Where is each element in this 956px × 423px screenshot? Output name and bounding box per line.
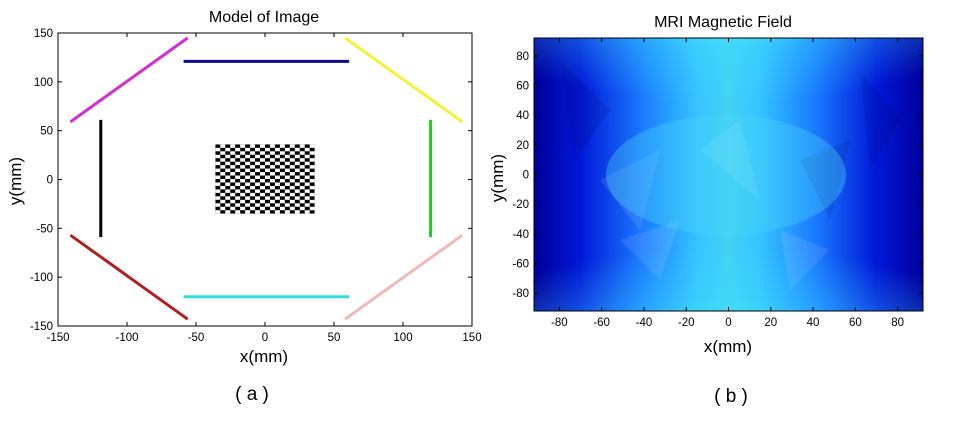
b-xtick-label: -60 — [593, 317, 610, 329]
segment-magenta — [69, 36, 189, 124]
b-ytick-label: -80 — [512, 288, 529, 300]
panel-a-segments — [69, 36, 464, 321]
a-xtick-label: -100 — [115, 332, 138, 344]
panel-a-ylabel: y(mm) — [6, 157, 25, 205]
a-ytick-label: 150 — [34, 28, 53, 40]
a-ytick-label: 100 — [34, 77, 53, 89]
a-ytick-label: 50 — [40, 126, 53, 138]
b-ytick-label: 20 — [516, 140, 529, 152]
b-ytick-label: -60 — [512, 259, 529, 271]
b-ytick-label: 0 — [523, 170, 529, 182]
b-xtick-label: -20 — [678, 317, 695, 329]
b-ytick-label: -40 — [512, 229, 529, 241]
b-xtick-label: 20 — [764, 317, 777, 329]
segment-yellow — [344, 36, 464, 124]
panel-b-title: MRI Magnetic Field — [654, 14, 792, 31]
panel-a-caption: ( a ) — [235, 384, 269, 405]
panel-a-xlabel: x(mm) — [240, 347, 288, 366]
b-xtick-label: -80 — [551, 317, 568, 329]
b-xtick-label: 0 — [725, 317, 731, 329]
b-xtick-label: -40 — [636, 317, 653, 329]
heatmap-centre-waist — [606, 115, 846, 235]
panel-b-ticks: -80 -60 -40 -20 0 20 40 60 80 -80 -60 -40 -20 0 20 40 60… — [512, 38, 923, 329]
b-ytick-label: 60 — [516, 80, 529, 92]
a-xtick-label: 150 — [462, 332, 481, 344]
a-ytick-label: 0 — [47, 175, 53, 187]
panel-b-ylabel: y(mm) — [488, 154, 507, 202]
heatmap-bottom-hotspot — [534, 181, 923, 311]
panel-a-title: Model of Image — [209, 9, 319, 26]
b-xtick-label: 60 — [849, 317, 862, 329]
b-ytick-label: 40 — [516, 110, 529, 122]
a-xtick-label: 0 — [262, 332, 268, 344]
a-xtick-label: 100 — [393, 332, 412, 344]
b-ytick-label: -20 — [512, 199, 529, 211]
panel-b: MRI Magnetic Field -80 -60 -40 -20 0 20 40 60 80… — [488, 14, 924, 407]
a-ytick-label: -100 — [30, 272, 53, 284]
segment-dark-red — [69, 233, 189, 321]
heatmap-field — [534, 38, 923, 311]
segment-pink — [344, 233, 464, 321]
checkerboard-target — [215, 144, 315, 214]
heatmap-top-hotspot — [534, 38, 923, 168]
panel-a-ticks: -150 -100 -50 0 50 100 150 -150 -100 -50 0 50 100 150 — [30, 28, 482, 344]
a-ytick-label: -50 — [36, 223, 53, 235]
a-xtick-label: 50 — [328, 332, 341, 344]
panel-a: Model of Image -150 -100 -50 0 50 100 150-150-… — [6, 9, 482, 405]
a-xtick-label: -50 — [188, 332, 205, 344]
b-xtick-label: 40 — [807, 317, 820, 329]
b-xtick-label: 80 — [891, 317, 904, 329]
panel-b-xlabel: x(mm) — [704, 337, 752, 356]
b-ytick-label: 80 — [516, 51, 529, 63]
panel-b-caption: ( b ) — [714, 386, 748, 407]
a-ytick-label: -150 — [30, 321, 53, 333]
a-xtick-label: -150 — [46, 332, 69, 344]
